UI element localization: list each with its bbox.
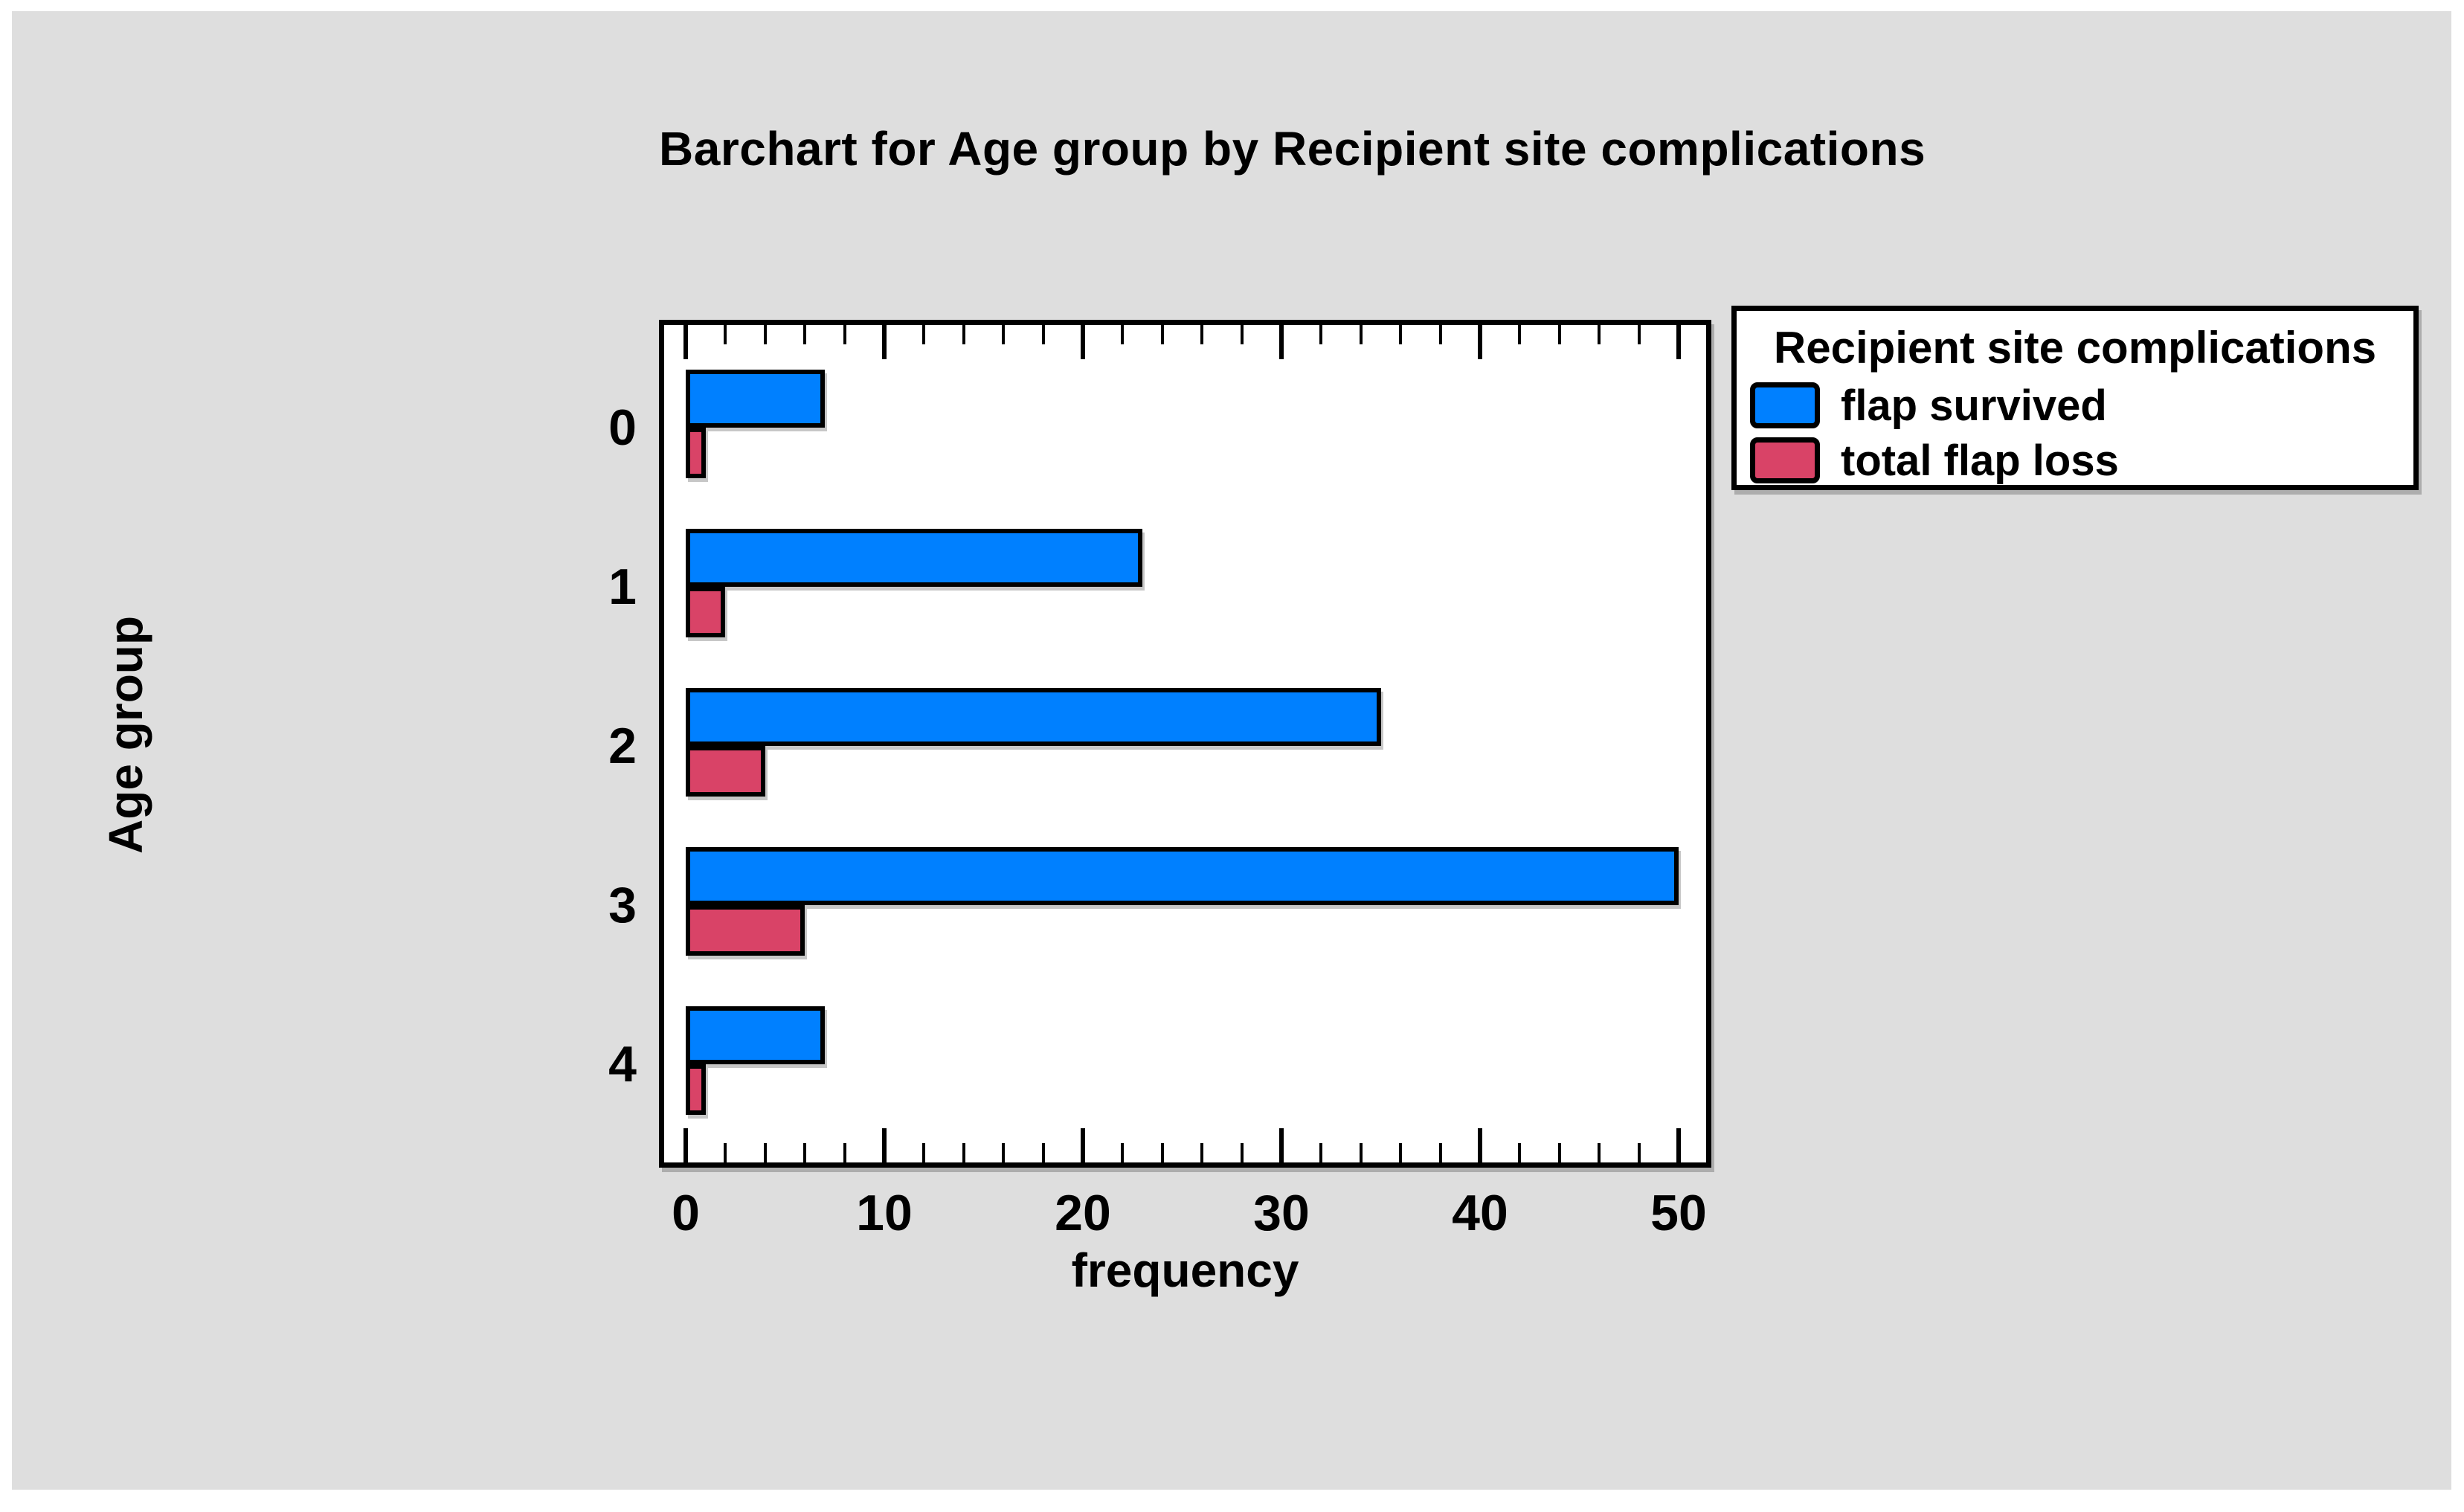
y-tick-label-1: 1 <box>608 559 637 615</box>
major-tick-bottom <box>683 1128 688 1162</box>
minor-tick-top <box>843 325 846 344</box>
x-axis-title: frequency <box>1071 1244 1299 1297</box>
minor-tick-top <box>1041 325 1045 344</box>
minor-tick-top <box>1438 325 1442 344</box>
legend-box: Recipient site complications flap surviv… <box>1731 306 2419 490</box>
chart-panel-background: Barchart for Age group by Recipient site… <box>12 11 2451 1490</box>
minor-tick-bottom <box>1598 1143 1601 1162</box>
bar-flap-survived-age-3 <box>686 847 1679 905</box>
minor-tick-bottom <box>843 1143 846 1162</box>
minor-tick-top <box>1319 325 1323 344</box>
bar-total-flap-loss-age-4 <box>686 1064 706 1115</box>
major-tick-top <box>1478 325 1482 359</box>
minor-tick-bottom <box>962 1143 965 1162</box>
minor-tick-bottom <box>1399 1143 1403 1162</box>
x-tick-label-50: 50 <box>1650 1185 1707 1241</box>
bar-flap-survived-age-2 <box>686 688 1381 746</box>
major-tick-bottom <box>1081 1128 1085 1162</box>
minor-tick-top <box>1518 325 1522 344</box>
minor-tick-bottom <box>724 1143 727 1162</box>
legend-item-total-flap-loss: total flap loss <box>1750 436 2400 485</box>
y-tick-label-3: 3 <box>608 877 637 933</box>
bar-total-flap-loss-age-3 <box>686 905 805 956</box>
minor-tick-top <box>1359 325 1363 344</box>
minor-tick-bottom <box>1041 1143 1045 1162</box>
minor-tick-bottom <box>1121 1143 1125 1162</box>
x-tick-label-0: 0 <box>672 1185 700 1241</box>
minor-tick-top <box>1240 325 1244 344</box>
flap-survived-swatch-icon <box>1750 382 1820 428</box>
x-tick-label-10: 10 <box>856 1185 913 1241</box>
minor-tick-top <box>1557 325 1561 344</box>
minor-tick-top <box>1637 325 1641 344</box>
x-tick-label-20: 20 <box>1055 1185 1111 1241</box>
y-tick-label-2: 2 <box>608 718 637 774</box>
major-tick-top <box>1279 325 1284 359</box>
minor-tick-top <box>803 325 807 344</box>
minor-tick-bottom <box>1200 1143 1204 1162</box>
x-tick-label-40: 40 <box>1452 1185 1508 1241</box>
minor-tick-bottom <box>1438 1143 1442 1162</box>
minor-tick-top <box>724 325 727 344</box>
minor-tick-bottom <box>1637 1143 1641 1162</box>
minor-tick-bottom <box>1518 1143 1522 1162</box>
total-flap-loss-swatch-icon <box>1750 437 1820 483</box>
major-tick-top <box>683 325 688 359</box>
minor-tick-top <box>922 325 926 344</box>
minor-tick-top <box>763 325 767 344</box>
legend-item-label: flap survived <box>1841 381 2107 430</box>
minor-tick-bottom <box>922 1143 926 1162</box>
major-tick-bottom <box>1478 1128 1482 1162</box>
minor-tick-top <box>1399 325 1403 344</box>
plot-area <box>659 320 1711 1168</box>
minor-tick-bottom <box>1240 1143 1244 1162</box>
minor-tick-top <box>1160 325 1164 344</box>
major-tick-bottom <box>1279 1128 1284 1162</box>
minor-tick-bottom <box>1160 1143 1164 1162</box>
minor-tick-bottom <box>1002 1143 1006 1162</box>
minor-tick-top <box>1200 325 1204 344</box>
y-axis-title: Age group <box>99 616 152 854</box>
legend-item-flap-survived: flap survived <box>1750 381 2400 430</box>
bar-total-flap-loss-age-0 <box>686 428 706 478</box>
minor-tick-top <box>1121 325 1125 344</box>
major-tick-top <box>1676 325 1681 359</box>
minor-tick-bottom <box>1557 1143 1561 1162</box>
minor-tick-bottom <box>1319 1143 1323 1162</box>
bar-flap-survived-age-4 <box>686 1006 825 1064</box>
major-tick-top <box>1081 325 1085 359</box>
minor-tick-bottom <box>763 1143 767 1162</box>
x-tick-label-30: 30 <box>1253 1185 1310 1241</box>
minor-tick-bottom <box>803 1143 807 1162</box>
bar-flap-survived-age-1 <box>686 529 1143 587</box>
bar-flap-survived-age-0 <box>686 370 825 428</box>
bar-total-flap-loss-age-2 <box>686 746 765 797</box>
y-tick-label-0: 0 <box>608 399 637 456</box>
minor-tick-bottom <box>1359 1143 1363 1162</box>
major-tick-bottom <box>1676 1128 1681 1162</box>
legend-title: Recipient site complications <box>1773 323 2377 373</box>
major-tick-top <box>882 325 887 359</box>
chart-title: Barchart for Age group by Recipient site… <box>659 122 1926 176</box>
major-tick-bottom <box>882 1128 887 1162</box>
minor-tick-top <box>962 325 965 344</box>
bar-total-flap-loss-age-1 <box>686 587 726 637</box>
minor-tick-top <box>1598 325 1601 344</box>
minor-tick-top <box>1002 325 1006 344</box>
y-tick-label-4: 4 <box>608 1036 637 1093</box>
legend-item-label: total flap loss <box>1841 436 2119 485</box>
